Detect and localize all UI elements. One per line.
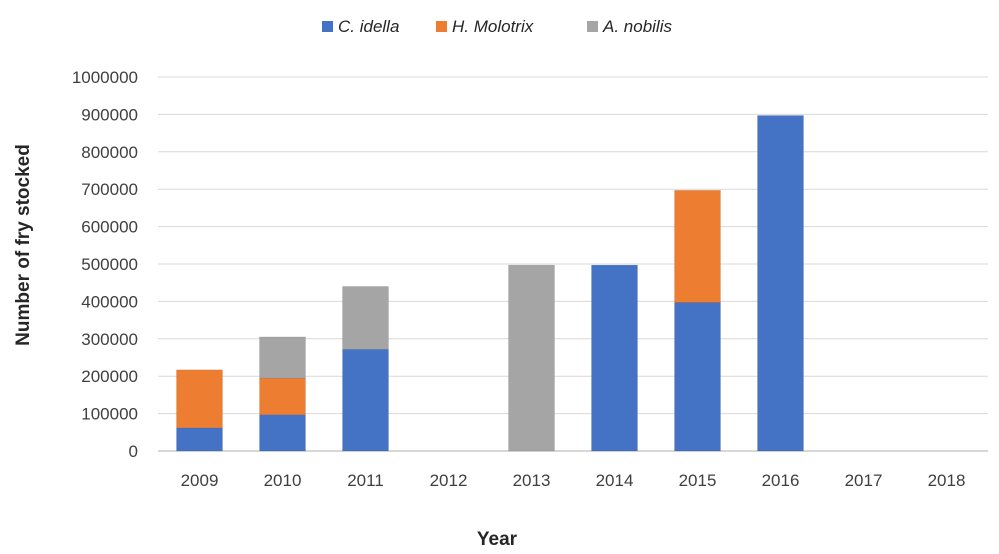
bars bbox=[176, 115, 804, 452]
y-tick-label: 900000 bbox=[81, 105, 138, 124]
x-tick-label: 2013 bbox=[513, 471, 551, 490]
x-tick-label: 2009 bbox=[181, 471, 219, 490]
legend-label: C. idella bbox=[338, 17, 399, 36]
bar-segment bbox=[674, 190, 721, 303]
y-axis-title: Number of fry stocked bbox=[13, 144, 34, 346]
y-tick-label: 0 bbox=[129, 442, 138, 461]
x-axis-title: Year bbox=[477, 529, 518, 550]
bar-segment bbox=[342, 286, 389, 350]
legend-swatch bbox=[436, 21, 447, 32]
legend-label: H. Molotrix bbox=[452, 17, 534, 36]
legend: C. idella H. Molotrix A. nobilis bbox=[322, 17, 672, 36]
x-tick-label: 2015 bbox=[679, 471, 717, 490]
y-tick-label: 200000 bbox=[81, 367, 138, 386]
y-tick-label: 300000 bbox=[81, 330, 138, 349]
legend-swatch bbox=[587, 21, 598, 32]
x-tick-label: 2016 bbox=[762, 471, 800, 490]
x-tick-label: 2017 bbox=[845, 471, 883, 490]
bar-segment bbox=[176, 369, 223, 429]
x-tick-label: 2011 bbox=[347, 471, 384, 490]
x-tick-label: 2010 bbox=[264, 471, 302, 490]
bar-segment bbox=[259, 377, 306, 416]
x-axis-ticks: 2009 2010 2011 2012 2013 2014 2015 2016 2017 2018 bbox=[181, 471, 966, 490]
y-tick-label: 100000 bbox=[81, 405, 138, 424]
y-tick-label: 500000 bbox=[81, 255, 138, 274]
bar-segment bbox=[757, 115, 804, 452]
bar-segment bbox=[259, 414, 306, 452]
y-tick-label: 400000 bbox=[81, 292, 138, 311]
bar-segment bbox=[176, 427, 223, 452]
bar-segment bbox=[342, 348, 389, 452]
legend-swatch bbox=[322, 21, 333, 32]
legend-label: A. nobilis bbox=[602, 17, 672, 36]
y-tick-label: 1000000 bbox=[72, 68, 138, 87]
bar-segment bbox=[591, 264, 638, 452]
x-tick-label: 2018 bbox=[928, 471, 966, 490]
y-axis-ticks: 0 100000 200000 300000 400000 500000 600000 700… bbox=[72, 68, 138, 461]
bar-segment bbox=[508, 264, 555, 452]
y-tick-label: 700000 bbox=[81, 180, 138, 199]
bar-segment bbox=[674, 302, 721, 452]
x-tick-label: 2012 bbox=[430, 471, 468, 490]
x-tick-label: 2014 bbox=[596, 471, 634, 490]
y-tick-label: 800000 bbox=[81, 143, 138, 162]
bar-segment bbox=[259, 336, 306, 379]
y-tick-label: 600000 bbox=[81, 218, 138, 237]
